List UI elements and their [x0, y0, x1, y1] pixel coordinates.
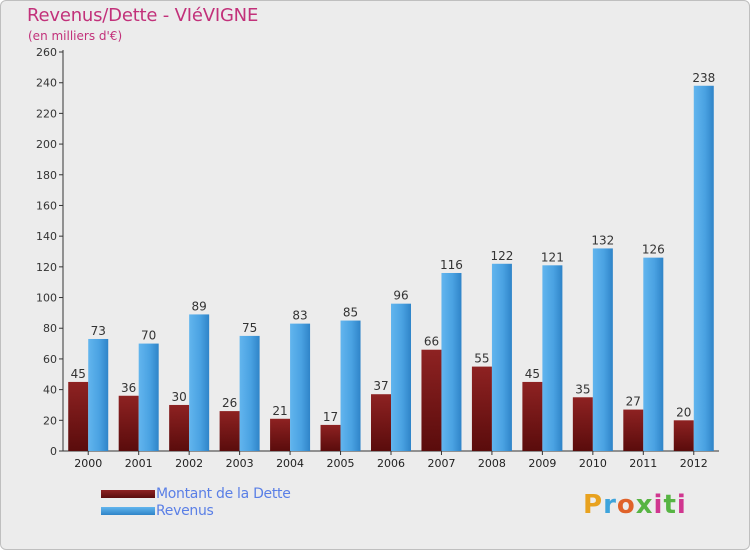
bar-debt-2000	[68, 381, 89, 451]
y-tick-label: 100	[36, 292, 57, 305]
x-tick-label: 2000	[74, 457, 102, 470]
bar-revenue-2008	[491, 263, 512, 451]
data-label-revenue-2012: 238	[692, 71, 715, 85]
data-label-revenue-2009: 121	[541, 250, 564, 264]
y-tick-label: 260	[36, 46, 57, 59]
y-tick-label: 220	[36, 107, 57, 120]
x-axis: 2000 2001 2002 2003 2004 2005 2006 2007 2008 2009…	[63, 450, 719, 470]
bar-revenue-2007	[441, 272, 462, 451]
x-tick-label: 2002	[175, 457, 203, 470]
data-label-revenue-2008: 122	[490, 249, 513, 263]
y-axis: 0 20 40 60 80 100 120 140 160 180 200 220 240 260	[36, 46, 64, 458]
data-label-debt-2011: 27	[626, 395, 641, 409]
y-tick-label: 140	[36, 230, 57, 243]
bar-debt-2004	[270, 418, 291, 451]
x-tick-label: 2008	[478, 457, 506, 470]
bars	[68, 85, 714, 451]
x-tick-label: 2003	[226, 457, 254, 470]
data-label-debt-2002: 30	[172, 390, 187, 404]
data-label-debt-2001: 36	[121, 381, 136, 395]
data-label-debt-2000: 45	[71, 367, 86, 381]
bar-debt-2003	[219, 411, 240, 451]
bar-debt-2007	[421, 349, 442, 451]
bar-revenue-2000	[88, 338, 109, 451]
data-label-revenue-2002: 89	[192, 299, 207, 313]
x-tick-label: 2001	[125, 457, 153, 470]
y-tick-label: 160	[36, 199, 57, 212]
bar-revenue-2005	[340, 320, 361, 451]
x-tick-label: 2009	[528, 457, 556, 470]
bar-debt-2010	[572, 397, 593, 451]
bar-debt-2002	[169, 404, 190, 451]
data-label-debt-2007: 66	[424, 335, 439, 349]
x-tick-label: 2010	[579, 457, 607, 470]
bar-revenue-2011	[643, 257, 664, 451]
legend-swatch-revenue	[101, 507, 155, 515]
data-label-revenue-2005: 85	[343, 306, 358, 320]
bar-revenue-2009	[542, 265, 563, 451]
data-label-debt-2005: 17	[323, 410, 338, 424]
y-tick-label: 80	[43, 322, 57, 335]
y-tick-label: 200	[36, 138, 57, 151]
chart-title: Revenus/Dette - VIéVIGNE	[27, 5, 259, 26]
data-label-revenue-2011: 126	[642, 243, 665, 257]
y-tick-label: 240	[36, 77, 57, 90]
data-label-revenue-2003: 75	[242, 321, 257, 335]
bar-debt-2001	[118, 395, 139, 451]
bar-revenue-2012	[693, 85, 714, 451]
proxiti-logo: Proxiti	[583, 490, 687, 520]
x-tick-label: 2004	[276, 457, 304, 470]
data-label-debt-2006: 37	[373, 379, 388, 393]
x-tick-label: 2012	[680, 457, 708, 470]
data-label-debt-2004: 21	[272, 404, 287, 418]
bar-debt-2011	[623, 409, 644, 451]
x-tick-label: 2007	[427, 457, 455, 470]
y-tick-label: 40	[43, 384, 57, 397]
bar-debt-2009	[522, 381, 543, 451]
bar-debt-2012	[673, 420, 694, 451]
x-tick-label: 2011	[629, 457, 657, 470]
data-label-revenue-2006: 96	[393, 289, 408, 303]
y-tick-label: 120	[36, 261, 57, 274]
data-label-debt-2008: 55	[474, 352, 489, 366]
bar-revenue-2006	[391, 303, 411, 451]
data-label-debt-2003: 26	[222, 396, 237, 410]
bar-debt-2008	[471, 366, 492, 451]
bar-revenue-2002	[189, 314, 210, 451]
data-label-debt-2012: 20	[676, 405, 691, 419]
chart-subtitle: (en milliers d'€)	[28, 29, 123, 43]
y-tick-label: 60	[43, 353, 57, 366]
data-label-debt-2009: 45	[525, 367, 540, 381]
legend-label-debt: Montant de la Dette	[156, 486, 291, 502]
legend-label-revenue: Revenus	[156, 503, 214, 519]
y-tick-label: 0	[50, 445, 57, 458]
bar-revenue-2004	[290, 323, 311, 451]
y-tick-label: 180	[36, 169, 57, 182]
bar-revenue-2001	[138, 343, 159, 451]
data-label-debt-2010: 35	[575, 382, 590, 396]
data-labels: 45 73 36 70 30 89 26 75 21 83 17 85 37 96 66 116 55 122 45…	[71, 71, 716, 424]
bar-revenue-2003	[239, 335, 260, 451]
data-label-revenue-2010: 132	[591, 233, 614, 247]
bar-debt-2005	[320, 424, 341, 451]
legend-swatch-debt	[101, 490, 155, 498]
bar-revenue-2010	[592, 248, 613, 451]
data-label-revenue-2004: 83	[292, 309, 307, 323]
x-tick-label: 2005	[327, 457, 355, 470]
data-label-revenue-2007: 116	[440, 258, 463, 272]
bar-debt-2006	[371, 394, 391, 451]
data-label-revenue-2001: 70	[141, 329, 156, 343]
x-tick-label: 2006	[377, 457, 405, 470]
data-label-revenue-2000: 73	[91, 324, 106, 338]
y-tick-label: 20	[43, 414, 57, 427]
